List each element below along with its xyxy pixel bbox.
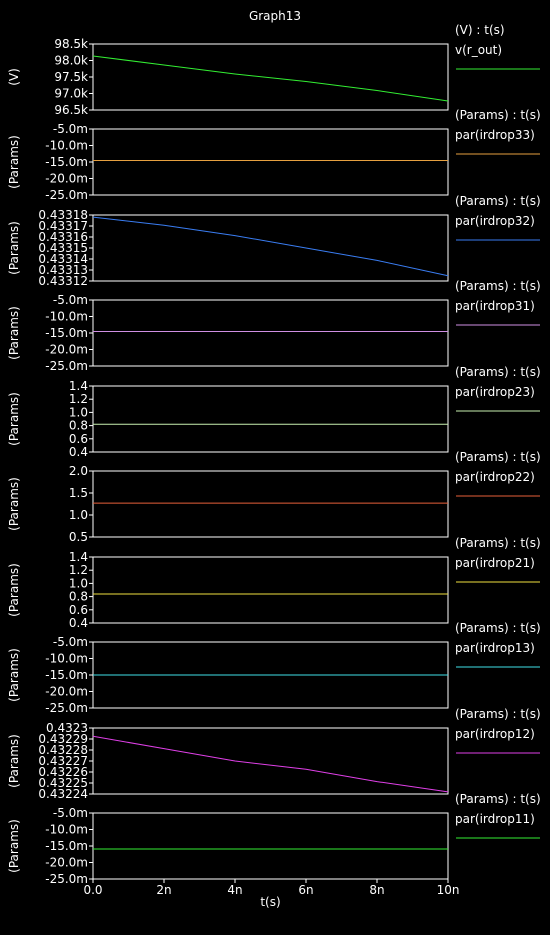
y-tick-label: 1.2 [69, 563, 88, 577]
y-tick-label: 1.0 [69, 508, 88, 522]
y-tick-label: 0.8 [69, 590, 88, 604]
y-tick-label: -15.0m [45, 668, 88, 682]
y-tick-label: -10.0m [45, 652, 88, 666]
plot-frame [93, 386, 448, 452]
legend-label: par(irdrop12) [455, 727, 535, 741]
y-tick-label: -10.0m [45, 310, 88, 324]
y-axis-label: (Params) [7, 477, 21, 531]
y-tick-label: 97.0k [54, 87, 88, 101]
y-tick-label: 0.8 [69, 419, 88, 433]
y-tick-label: -5.0m [53, 293, 88, 307]
y-tick-label: -20.0m [45, 856, 88, 870]
y-tick-label: -25.0m [45, 188, 88, 202]
legend-label: par(irdrop31) [455, 299, 535, 313]
x-tick-label: 2n [156, 883, 171, 897]
plot-frame [93, 215, 448, 281]
plot-frame [93, 129, 448, 195]
y-tick-label: 0.6 [69, 603, 88, 617]
panel-header: (Params) : t(s) [455, 194, 541, 208]
y-tick-label: -20.0m [45, 172, 88, 186]
legend-label: v(r_out) [455, 43, 502, 57]
panel-header: (Params) : t(s) [455, 108, 541, 122]
x-tick-label: 8n [369, 883, 384, 897]
legend-label: par(irdrop22) [455, 470, 535, 484]
legend-label: par(irdrop23) [455, 385, 535, 399]
y-tick-label: -10.0m [45, 139, 88, 153]
y-axis-label: (Params) [7, 563, 21, 617]
legend-label: par(irdrop21) [455, 556, 535, 570]
y-tick-label: -15.0m [45, 155, 88, 169]
series-line [93, 736, 448, 792]
y-tick-label: 0.5 [69, 530, 88, 544]
panel-header: (Params) : t(s) [455, 792, 541, 806]
panel-header: (Params) : t(s) [455, 450, 541, 464]
y-tick-label: -10.0m [45, 823, 88, 837]
y-axis-label: (Params) [7, 306, 21, 360]
y-tick-label: -5.0m [53, 806, 88, 820]
legend-label: par(irdrop13) [455, 641, 535, 655]
y-tick-label: 97.5k [54, 70, 88, 84]
panel-header: (V) : t(s) [455, 23, 505, 37]
y-tick-label: -25.0m [45, 701, 88, 715]
panel-header: (Params) : t(s) [455, 279, 541, 293]
y-tick-label: 1.0 [69, 576, 88, 590]
y-tick-label: 1.0 [69, 405, 88, 419]
x-tick-label: 6n [298, 883, 313, 897]
panel-header: (Params) : t(s) [455, 536, 541, 550]
y-tick-label: 2.0 [69, 464, 88, 478]
y-axis-label: (Params) [7, 135, 21, 189]
y-axis-label: (Params) [7, 392, 21, 446]
y-tick-label: 0.43224 [38, 787, 88, 801]
legend-label: par(irdrop33) [455, 128, 535, 142]
y-tick-label: -25.0m [45, 359, 88, 373]
panel-header: (Params) : t(s) [455, 365, 541, 379]
plot-frame [93, 813, 448, 879]
y-tick-label: 96.5k [54, 103, 88, 117]
y-tick-label: 98.5k [54, 37, 88, 51]
y-axis-label: (Params) [7, 648, 21, 702]
x-tick-label: 10n [437, 883, 460, 897]
y-tick-label: -15.0m [45, 326, 88, 340]
y-tick-label: 0.4 [69, 445, 88, 459]
y-tick-label: 1.2 [69, 392, 88, 406]
plot-frame [93, 471, 448, 537]
series-line [93, 56, 448, 101]
y-axis-label: (Params) [7, 734, 21, 788]
series-line [93, 217, 448, 276]
panel-header: (Params) : t(s) [455, 621, 541, 635]
legend-label: par(irdrop11) [455, 812, 535, 826]
legend-label: par(irdrop32) [455, 214, 535, 228]
y-tick-label: 1.5 [69, 486, 88, 500]
y-tick-label: -20.0m [45, 685, 88, 699]
y-tick-label: 98.0k [54, 54, 88, 68]
plot-frame [93, 300, 448, 366]
y-tick-label: -5.0m [53, 635, 88, 649]
y-axis-label: (V) [7, 68, 21, 86]
y-tick-label: 0.43312 [38, 274, 88, 288]
y-tick-label: 0.6 [69, 432, 88, 446]
y-axis-label: (Params) [7, 221, 21, 275]
panel-header: (Params) : t(s) [455, 707, 541, 721]
x-axis-label: t(s) [260, 895, 280, 909]
y-tick-label: 1.4 [69, 379, 88, 393]
x-tick-label: 4n [227, 883, 242, 897]
plot-frame [93, 557, 448, 623]
y-axis-label: (Params) [7, 819, 21, 873]
x-tick-label: 0.0 [83, 883, 102, 897]
y-tick-label: -20.0m [45, 343, 88, 357]
plot-frame [93, 44, 448, 110]
y-tick-label: -15.0m [45, 839, 88, 853]
y-tick-label: 1.4 [69, 550, 88, 564]
y-tick-label: -25.0m [45, 872, 88, 886]
y-tick-label: -5.0m [53, 122, 88, 136]
y-tick-label: 0.4 [69, 616, 88, 630]
